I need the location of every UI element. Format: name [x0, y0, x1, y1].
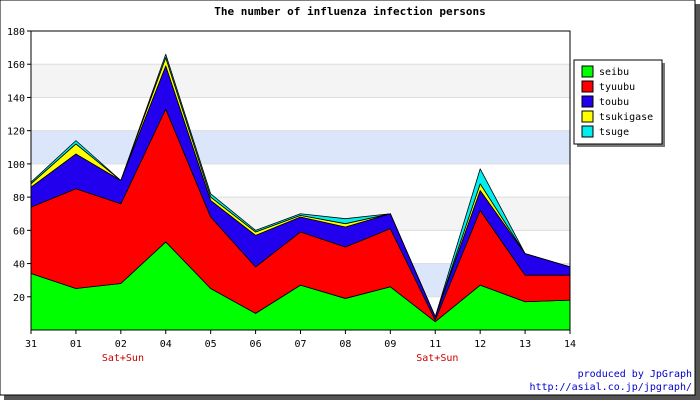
legend-label-tsukigase: tsukigase	[599, 112, 653, 123]
area-tsuge	[30, 53, 571, 318]
legend-swatch-tsuge	[581, 125, 594, 138]
legend-swatch-seibu	[581, 65, 594, 78]
legend-label-seibu: seibu	[599, 67, 629, 78]
grid-band	[31, 97, 570, 131]
x-tick-label: 04	[160, 339, 172, 350]
legend-label-tyuubu: tyuubu	[599, 82, 635, 93]
credit-line-2: http://asial.co.jp/jpgraph/	[529, 382, 692, 393]
x-tick-label: 09	[384, 339, 396, 350]
x-tick-label: 07	[294, 339, 306, 350]
x-tick-label: 11	[429, 339, 441, 350]
weekend-marker: Sat+Sun	[102, 353, 144, 364]
x-tick-label: 06	[250, 339, 262, 350]
weekend-marker: Sat+Sun	[416, 353, 458, 364]
x-tick-label: 01	[70, 339, 82, 350]
chart-title: The number of influenza infection person…	[214, 5, 486, 18]
y-tick-label: 20	[13, 293, 25, 304]
credit-line-1: produced by JpGraph	[578, 369, 692, 380]
y-tick-label: 180	[7, 27, 25, 38]
grid-band	[31, 64, 570, 98]
legend-swatch-toubu	[581, 95, 594, 108]
legend-swatch-tsukigase	[581, 110, 594, 123]
legend-swatch-tyuubu	[581, 80, 594, 93]
x-tick-label: 13	[519, 339, 531, 350]
y-tick-label: 80	[13, 193, 25, 204]
x-tick-label: 12	[474, 339, 486, 350]
y-tick-label: 120	[7, 127, 25, 138]
grid-band	[31, 130, 570, 164]
x-tick-label: 02	[115, 339, 127, 350]
x-tick-label: 05	[205, 339, 217, 350]
x-tick-label: 31	[25, 339, 37, 350]
y-tick-label: 40	[13, 260, 25, 271]
y-tick-label: 60	[13, 226, 25, 237]
legend-label-toubu: toubu	[599, 97, 629, 108]
x-tick-label: 08	[339, 339, 351, 350]
legend-label-tsuge: tsuge	[599, 127, 629, 138]
y-tick-label: 100	[7, 160, 25, 171]
y-tick-label: 160	[7, 60, 25, 71]
x-tick-label: 14	[564, 339, 576, 350]
grid-band	[31, 31, 570, 65]
legend: seibu tyuubu toubu tsukigase tsuge	[573, 59, 665, 147]
x-axis: 31 01 02 04 05 06 07 08 09 11 12 13 14 Sat+Sun Sat+Sun	[25, 329, 576, 364]
y-tick-label: 140	[7, 93, 25, 104]
y-axis: 20 40 60 80 100 120 140 160 180	[7, 27, 32, 330]
